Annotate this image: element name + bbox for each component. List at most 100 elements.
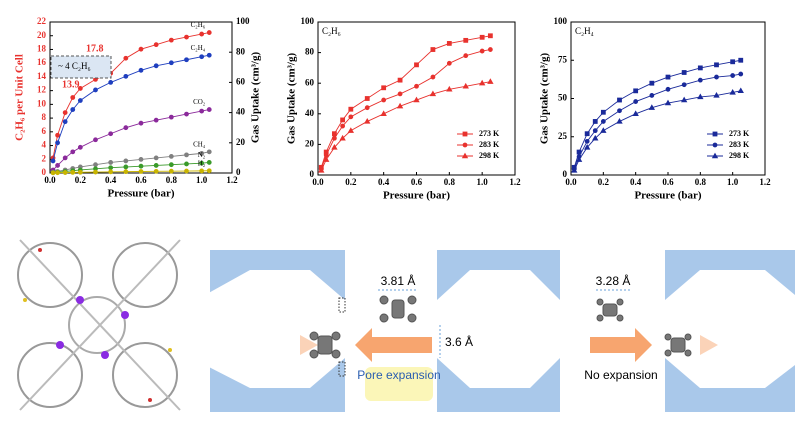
data-point (414, 62, 419, 68)
data-point (332, 131, 337, 137)
legend-marker (711, 152, 719, 159)
data-point (738, 57, 744, 63)
data-point (413, 96, 420, 103)
data-point (648, 104, 656, 110)
data-point (108, 131, 114, 137)
x-tick-label: 0.4 (105, 175, 117, 185)
data-point (206, 168, 212, 174)
data-point (479, 34, 485, 40)
data-point (70, 149, 76, 155)
y-tick-label: 0 (563, 169, 568, 179)
data-point (364, 96, 370, 101)
data-point (429, 90, 437, 97)
annotation: 13.9 (62, 79, 80, 90)
y-tick-label: 16 (37, 57, 47, 67)
series-line (320, 49, 491, 170)
data-point (138, 163, 144, 169)
y-tick-label: 20 (37, 30, 47, 40)
y2-tick-label: 60 (236, 76, 246, 86)
data-point (55, 132, 60, 138)
data-point (487, 47, 493, 52)
data-point (396, 102, 404, 109)
data-point (123, 164, 129, 170)
data-point (123, 55, 129, 61)
data-point (463, 37, 469, 43)
data-point (138, 120, 144, 126)
data-point (713, 92, 720, 98)
y2-tick-label: 80 (236, 46, 246, 56)
data-point (55, 163, 60, 168)
y2-tick-label: 0 (236, 167, 241, 177)
data-point (77, 86, 83, 91)
data-point (616, 118, 623, 124)
x-axis-label: Pressure (bar) (107, 188, 174, 200)
y-tick-label: 100 (301, 16, 315, 26)
x-tick-label: 1.0 (477, 177, 489, 187)
x-axis-label: Pressure (bar) (634, 190, 701, 202)
data-point (348, 114, 354, 120)
data-point (70, 169, 76, 175)
series-line (52, 32, 210, 158)
data-point (199, 31, 205, 37)
data-point (168, 114, 174, 120)
data-point (487, 78, 494, 84)
data-point (463, 53, 469, 59)
x-tick-label: 0.4 (378, 177, 390, 187)
series-label: H₂ (198, 159, 206, 167)
data-point (430, 74, 436, 80)
data-point (184, 57, 189, 63)
data-point (70, 95, 76, 100)
data-point (381, 97, 387, 103)
x-tick-label: 1.2 (226, 175, 238, 185)
pore-panels (205, 250, 795, 412)
data-point (318, 167, 325, 173)
data-point (600, 109, 606, 115)
data-point (364, 118, 371, 124)
data-point (77, 144, 83, 150)
data-point (206, 30, 212, 35)
data-point (681, 82, 687, 88)
legend-marker (461, 152, 469, 159)
data-point (184, 111, 189, 117)
data-point (199, 160, 205, 166)
y-tick-label: 8 (42, 112, 47, 122)
data-point (199, 108, 205, 114)
legend-marker (712, 131, 718, 137)
legend-label: 283 K (479, 140, 500, 149)
data-point (446, 85, 453, 92)
data-point (108, 160, 114, 165)
data-point (153, 168, 159, 174)
data-point (649, 93, 655, 98)
x-tick-label: 0.0 (565, 177, 577, 187)
data-point (664, 99, 672, 106)
data-point (168, 162, 174, 168)
y2-tick-label: 20 (236, 137, 246, 147)
data-point (487, 33, 493, 39)
data-point (153, 117, 159, 123)
legend-label: 283 K (729, 140, 750, 149)
data-point (168, 60, 174, 66)
data-point (738, 71, 744, 77)
data-point (153, 155, 159, 161)
data-point (206, 52, 212, 58)
data-point (138, 169, 144, 174)
data-point (50, 170, 56, 176)
y-tick-label: 50 (558, 93, 568, 103)
data-point (62, 119, 68, 125)
y-tick-label: 60 (305, 77, 315, 87)
data-point (697, 77, 703, 83)
data-point (665, 74, 671, 80)
data-point (62, 110, 68, 115)
y-tick-label: 40 (305, 108, 315, 118)
data-point (600, 127, 607, 133)
y2-tick-label: 40 (236, 107, 246, 117)
arrows (300, 289, 718, 401)
legend-label: 273 K (479, 129, 500, 138)
y-tick-label: 6 (42, 126, 47, 136)
data-point (730, 73, 736, 78)
data-point (479, 48, 485, 54)
data-point (77, 169, 83, 175)
label: No expansion (584, 368, 657, 382)
x-tick-label: 0.2 (345, 177, 357, 187)
y-tick-label: 14 (37, 71, 47, 81)
